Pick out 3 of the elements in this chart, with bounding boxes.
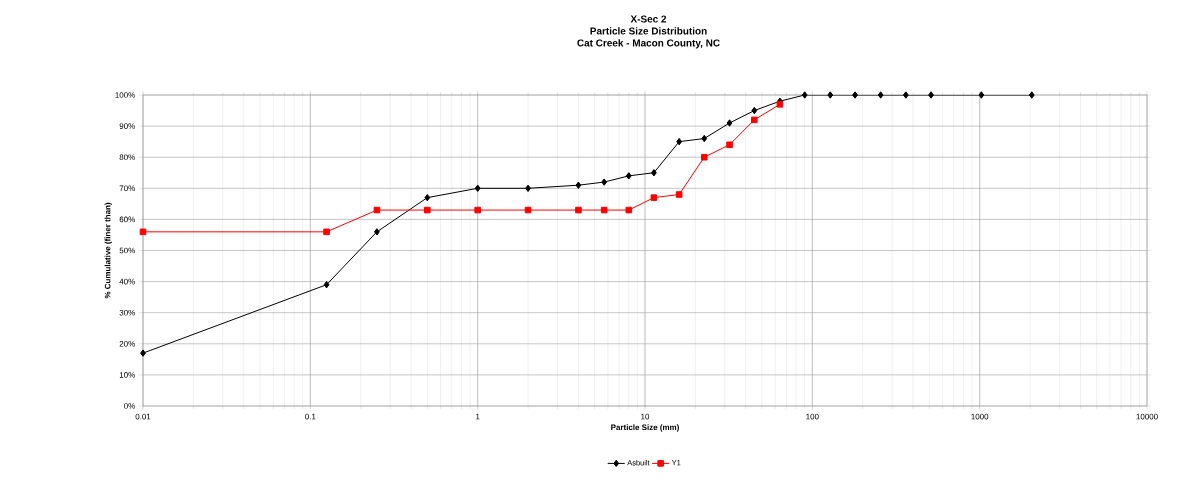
chart-title: X-Sec 2 bbox=[630, 15, 667, 23]
chart-subtitle: Particle Size Distribution bbox=[590, 27, 707, 35]
text: Cat Creek - Macon County, NC bbox=[577, 39, 720, 49]
